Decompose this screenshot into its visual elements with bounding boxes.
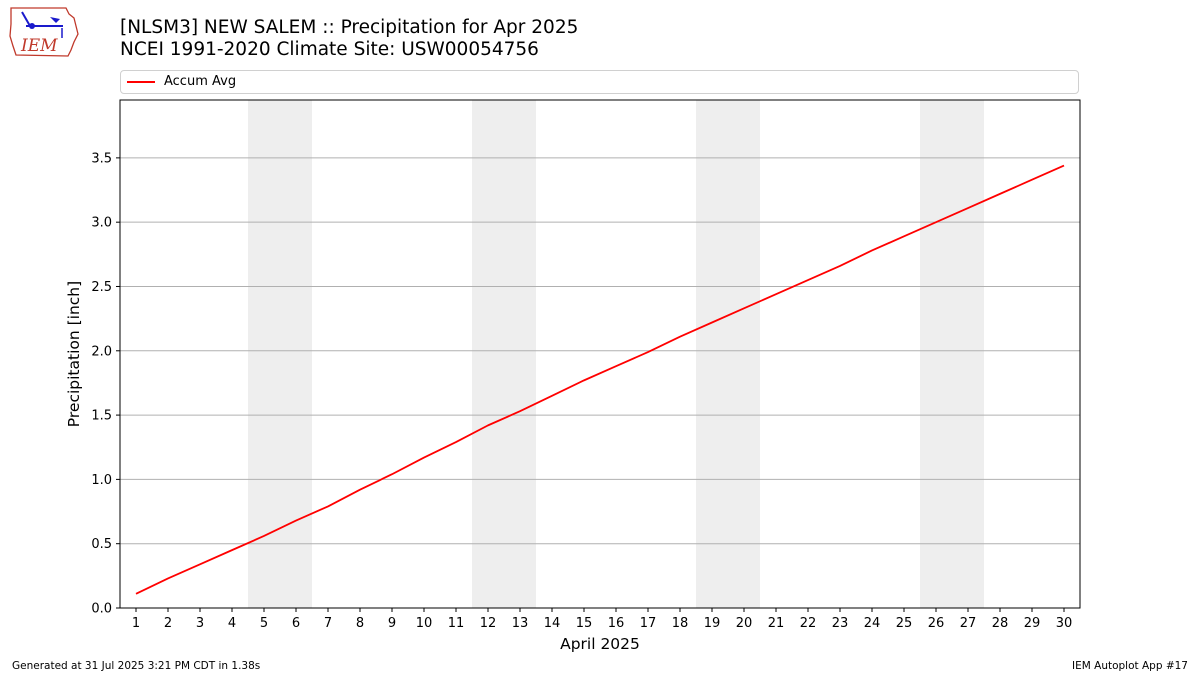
x-tick-label: 17 (640, 616, 657, 631)
grid-lines (120, 157, 1080, 545)
x-tick-label: 25 (896, 616, 913, 631)
x-tick-label: 1 (132, 616, 140, 631)
x-tick-label: 6 (292, 616, 300, 631)
x-tick-label: 28 (992, 616, 1009, 631)
footer-generated: Generated at 31 Jul 2025 3:21 PM CDT in … (12, 660, 261, 672)
iem-logo-graphic: IEM (9, 7, 79, 57)
x-tick-label: 13 (512, 616, 529, 631)
series-layer (135, 164, 1065, 595)
iem-logo: IEM (8, 6, 80, 60)
x-tick-label: 3 (196, 616, 204, 631)
x-tick-label: 22 (800, 616, 817, 631)
y-tick-label: 0.0 (91, 602, 112, 617)
y-tick-label: 2.5 (91, 280, 112, 295)
x-tick-label: 27 (960, 616, 977, 631)
x-tick-label: 14 (544, 616, 561, 631)
y-tick-label: 1.5 (91, 409, 112, 424)
x-tick-label: 8 (356, 616, 364, 631)
x-tick-label: 20 (736, 616, 753, 631)
x-tick-label: 24 (864, 616, 881, 631)
x-tick-label: 4 (228, 616, 236, 631)
y-axis-ticks: 0.0 0.5 1.0 1.5 2.0 2.5 3.0 3.5 (91, 151, 120, 617)
x-tick-label: 15 (576, 616, 593, 631)
y-tick-label: 2.0 (91, 344, 112, 359)
y-tick-label: 3.5 (91, 151, 112, 166)
legend-label-accum-avg: Accum Avg (164, 74, 237, 89)
y-tick-label: 3.0 (91, 216, 112, 231)
x-tick-label: 26 (928, 616, 945, 631)
y-tick-label: 1.0 (91, 473, 112, 488)
x-tick-label: 2 (164, 616, 172, 631)
x-axis-label: April 2025 (560, 635, 640, 653)
y-axis-label: Precipitation [inch] (65, 281, 83, 427)
x-tick-label: 16 (608, 616, 625, 631)
series-line-accum-avg (135, 164, 1065, 595)
weekend-band (472, 100, 536, 608)
x-tick-label: 7 (324, 616, 332, 631)
x-tick-label: 12 (480, 616, 497, 631)
x-tick-label: 5 (260, 616, 268, 631)
legend: Accum Avg (120, 70, 1079, 94)
x-tick-label: 11 (448, 616, 465, 631)
weekend-band (248, 100, 312, 608)
x-tick-label: 9 (388, 616, 396, 631)
x-tick-label: 10 (416, 616, 433, 631)
weekend-band (920, 100, 984, 608)
y-tick-label: 0.5 (91, 537, 112, 552)
weekend-band (696, 100, 760, 608)
weekend-bands (248, 100, 984, 608)
legend-swatch-accum-avg (127, 81, 155, 83)
plot-frame (119, 99, 1081, 609)
chart-title-line1: [NLSM3] NEW SALEM :: Precipitation for A… (120, 17, 579, 38)
x-tick-label: 19 (704, 616, 721, 631)
svg-text:IEM: IEM (20, 36, 58, 56)
x-tick-label: 23 (832, 616, 849, 631)
chart-title-line2: NCEI 1991-2020 Climate Site: USW00054756 (120, 39, 539, 60)
chart-title: [NLSM3] NEW SALEM :: Precipitation for A… (120, 17, 578, 61)
x-tick-label: 30 (1056, 616, 1073, 631)
x-tick-label: 21 (768, 616, 785, 631)
x-tick-label: 18 (672, 616, 689, 631)
x-tick-label: 29 (1024, 616, 1041, 631)
x-axis-ticks: 1 2 3 4 5 6 7 8 9 10 11 12 13 14 15 16 17 18 19 20 21 22 23 24 2… (132, 608, 1072, 631)
footer-app-id: IEM Autoplot App #17 (1072, 660, 1188, 672)
